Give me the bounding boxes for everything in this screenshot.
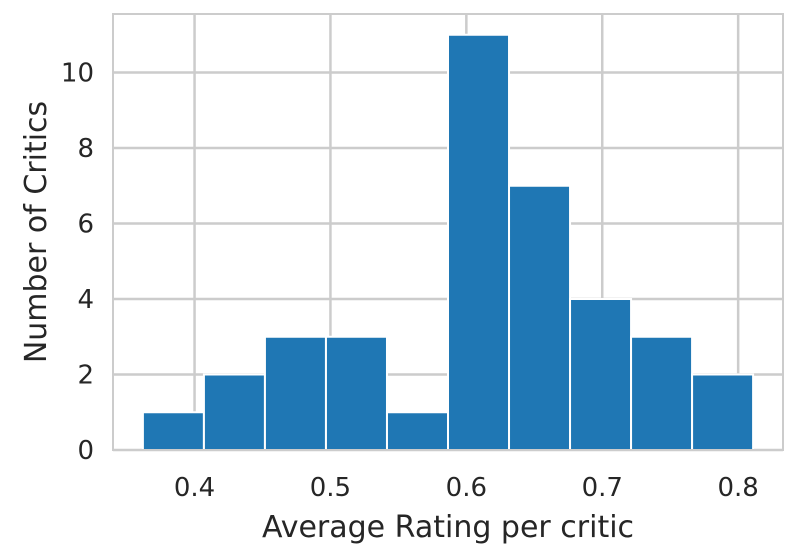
y-tick-label: 6	[77, 210, 94, 240]
y-axis-label: Number of Critics	[19, 101, 54, 363]
x-tick-label: 0.7	[582, 473, 623, 503]
x-tick-label: 0.6	[446, 473, 487, 503]
x-axis-label: Average Rating per critic	[262, 510, 634, 545]
x-tick-label: 0.5	[310, 473, 351, 503]
y-tick-label: 4	[77, 285, 94, 315]
histogram-bar	[447, 33, 511, 452]
histogram-bar	[385, 411, 449, 451]
histogram-bar	[569, 298, 633, 451]
x-tick-labels: 0.4 0.5 0.6 0.7 0.8	[174, 473, 759, 503]
histogram-bars	[141, 33, 755, 452]
histogram-bar	[141, 411, 205, 451]
y-tick-label: 10	[61, 59, 94, 89]
x-tick-label: 0.4	[174, 473, 215, 503]
plot-frame	[112, 13, 784, 451]
y-tick-labels: 0 2 4 6 8 10	[61, 59, 94, 466]
y-tick-label: 0	[77, 436, 94, 466]
histogram-bar	[324, 335, 388, 451]
histogram-bar	[630, 335, 694, 451]
y-tick-label: 8	[77, 134, 94, 164]
histogram-bar	[508, 184, 572, 451]
y-tick-label: 2	[77, 361, 94, 391]
histogram-bar	[202, 373, 266, 451]
x-tick-label: 0.8	[717, 473, 758, 503]
histogram-bar	[263, 335, 327, 451]
histogram-bar	[691, 373, 755, 451]
